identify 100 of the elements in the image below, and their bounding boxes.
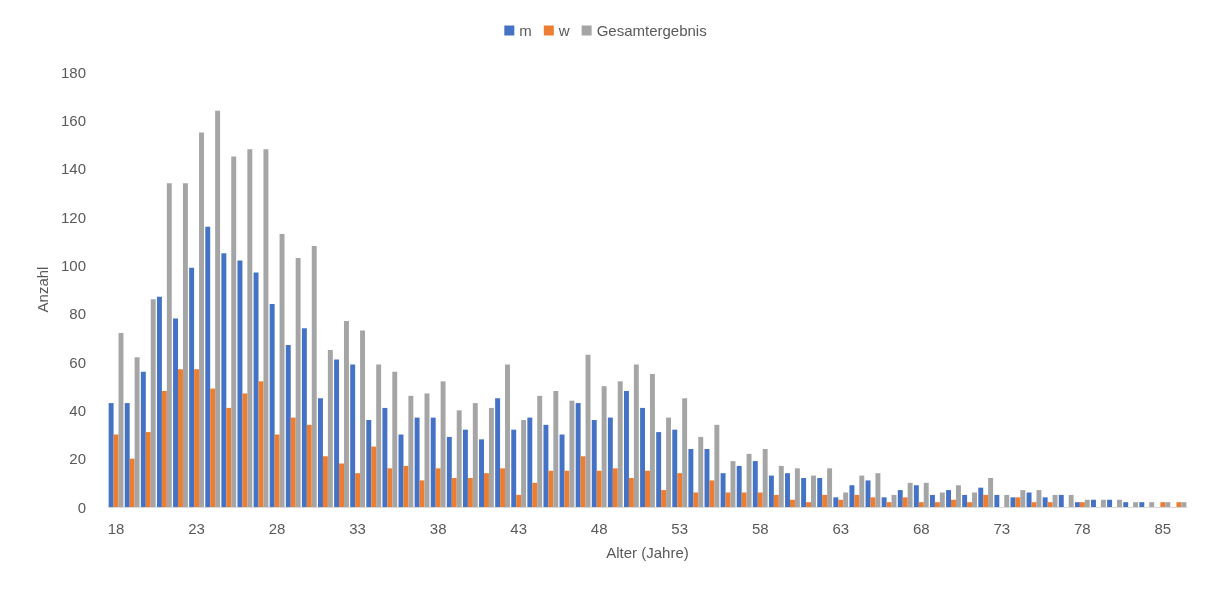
bar xyxy=(730,461,736,507)
bar xyxy=(741,492,747,507)
y-tick-label: 180 xyxy=(60,63,86,81)
bar xyxy=(1160,502,1166,507)
bar xyxy=(140,371,146,507)
bar xyxy=(290,417,296,507)
bar xyxy=(205,226,211,507)
bar xyxy=(253,272,259,507)
bar xyxy=(237,260,243,507)
bar xyxy=(677,473,683,507)
bar xyxy=(472,403,478,507)
bar xyxy=(376,364,382,507)
bar xyxy=(173,318,178,507)
bar xyxy=(720,473,726,507)
bar xyxy=(886,502,892,507)
bar xyxy=(967,502,973,507)
bar xyxy=(983,494,989,507)
bar xyxy=(789,499,795,507)
bar xyxy=(419,480,425,507)
x-tick-label: 85 xyxy=(1154,520,1172,537)
bar xyxy=(543,424,549,507)
x-tick-label: 63 xyxy=(832,520,850,537)
x-tick-label: 78 xyxy=(1073,520,1091,537)
bar xyxy=(355,473,361,507)
x-tick-label: 28 xyxy=(268,520,286,537)
bar xyxy=(1091,499,1096,507)
x-tick-label: 38 xyxy=(429,520,447,537)
bar xyxy=(500,468,506,507)
bar xyxy=(166,183,172,507)
y-tick-label: 40 xyxy=(69,401,86,419)
x-axis-title: Alter (Jahre) xyxy=(606,544,689,561)
bar xyxy=(962,494,968,507)
bar xyxy=(843,492,849,507)
bar xyxy=(569,400,575,507)
bar xyxy=(134,357,140,507)
y-tick-label: 100 xyxy=(60,256,86,274)
bar xyxy=(939,492,945,507)
bar xyxy=(1107,499,1113,507)
bar xyxy=(661,490,667,507)
bar xyxy=(279,233,285,507)
bar xyxy=(1165,502,1171,507)
bar xyxy=(849,485,855,507)
bar xyxy=(591,420,597,507)
bar xyxy=(156,296,162,507)
legend-label: w xyxy=(557,22,570,39)
bar xyxy=(929,494,935,507)
bar xyxy=(801,478,807,507)
y-tick-label: 60 xyxy=(69,353,86,371)
bar xyxy=(875,473,881,507)
bar xyxy=(994,494,1000,507)
bar xyxy=(1100,499,1106,507)
bar xyxy=(1068,494,1074,507)
bar xyxy=(129,458,135,507)
bar xyxy=(1052,494,1058,507)
bar xyxy=(527,417,533,507)
bar xyxy=(343,320,349,507)
y-tick-label: 160 xyxy=(60,111,86,129)
bar xyxy=(242,393,248,507)
x-tick-label: 58 xyxy=(751,520,769,537)
bar xyxy=(263,149,269,507)
bar xyxy=(1042,497,1048,507)
bar xyxy=(1026,492,1032,507)
bar xyxy=(918,502,924,507)
legend-label: m xyxy=(519,22,532,39)
x-tick-label: 33 xyxy=(349,520,366,537)
bar xyxy=(794,468,800,507)
bar xyxy=(1117,499,1122,507)
y-tick-label: 20 xyxy=(69,450,86,468)
bar xyxy=(902,497,908,507)
bar xyxy=(511,429,517,507)
bar xyxy=(934,502,940,507)
bar xyxy=(757,492,763,507)
bar xyxy=(221,253,227,507)
bar xyxy=(736,465,742,507)
bar xyxy=(199,132,204,507)
y-tick-label: 120 xyxy=(60,208,86,226)
bar xyxy=(1074,502,1080,507)
bar xyxy=(881,497,887,507)
bar xyxy=(811,475,816,507)
bar xyxy=(854,494,860,507)
bar xyxy=(532,482,538,507)
bar xyxy=(311,246,317,507)
x-tick-label: 73 xyxy=(993,520,1011,537)
bar xyxy=(859,475,865,507)
bar xyxy=(161,391,167,507)
bar xyxy=(709,480,715,507)
bar xyxy=(693,492,699,507)
bar xyxy=(822,494,828,507)
bar xyxy=(215,110,221,507)
bar xyxy=(150,299,156,507)
bar xyxy=(462,429,468,507)
bar xyxy=(1058,494,1064,507)
bar xyxy=(1139,502,1145,507)
bar xyxy=(360,330,366,507)
bar xyxy=(827,468,833,507)
bar xyxy=(495,398,501,507)
bar xyxy=(698,436,704,507)
bar xyxy=(479,439,484,507)
bar xyxy=(617,381,623,507)
bar xyxy=(601,386,607,507)
